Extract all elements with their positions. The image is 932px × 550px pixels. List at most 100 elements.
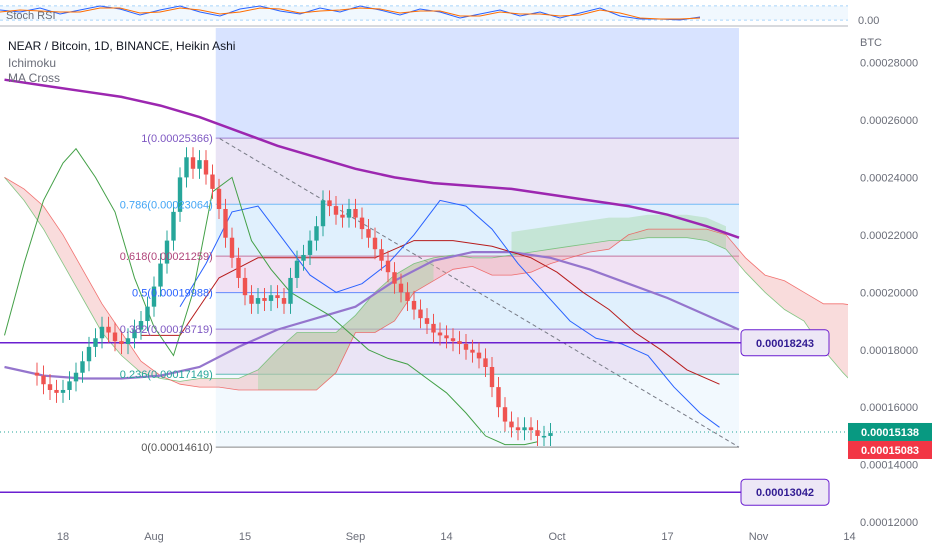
candle[interactable] bbox=[47, 374, 53, 401]
candle[interactable] bbox=[210, 164, 215, 199]
candle[interactable] bbox=[171, 201, 176, 251]
candle[interactable] bbox=[411, 290, 417, 320]
candle[interactable] bbox=[340, 204, 345, 228]
candle[interactable] bbox=[320, 190, 326, 237]
candle[interactable] bbox=[405, 282, 410, 311]
candle[interactable] bbox=[431, 313, 436, 343]
price-axis[interactable] bbox=[848, 26, 932, 550]
candle[interactable] bbox=[138, 310, 144, 340]
candle[interactable] bbox=[158, 253, 163, 297]
candle-body bbox=[249, 295, 254, 304]
candle[interactable] bbox=[398, 273, 404, 303]
candle[interactable] bbox=[41, 365, 46, 395]
ma-cross-label[interactable]: MA Cross bbox=[8, 71, 61, 85]
candle[interactable] bbox=[314, 216, 319, 251]
candle-body bbox=[327, 200, 332, 207]
candle[interactable] bbox=[73, 362, 79, 392]
candle[interactable] bbox=[125, 328, 131, 355]
candle[interactable] bbox=[60, 379, 66, 403]
candle[interactable] bbox=[502, 397, 508, 432]
price-tick-label: 0.00022000 bbox=[860, 230, 918, 242]
candle[interactable] bbox=[372, 227, 378, 260]
candle[interactable] bbox=[528, 417, 534, 441]
candle[interactable] bbox=[418, 299, 423, 329]
stoch-rsi-label[interactable]: Stoch RSI bbox=[6, 10, 56, 22]
candle[interactable] bbox=[515, 417, 521, 441]
candle[interactable] bbox=[346, 198, 352, 228]
candle[interactable] bbox=[190, 147, 196, 179]
candle[interactable] bbox=[489, 356, 495, 398]
candle[interactable] bbox=[86, 336, 92, 372]
candle[interactable] bbox=[229, 227, 235, 268]
level-tag-box bbox=[740, 329, 830, 357]
candle[interactable] bbox=[424, 308, 430, 334]
candle-body bbox=[489, 366, 495, 388]
candle[interactable] bbox=[437, 322, 443, 346]
candle[interactable] bbox=[80, 351, 85, 383]
candle-body bbox=[73, 372, 79, 382]
candle-body bbox=[145, 306, 150, 322]
candle[interactable] bbox=[366, 219, 371, 248]
time-axis[interactable] bbox=[0, 525, 848, 550]
level-tag-label: 0.00018243 bbox=[756, 338, 814, 350]
candle[interactable] bbox=[496, 377, 501, 418]
candle[interactable] bbox=[93, 328, 98, 357]
candle[interactable] bbox=[301, 244, 306, 271]
candle[interactable] bbox=[476, 342, 482, 369]
candle[interactable] bbox=[548, 423, 553, 446]
candle[interactable] bbox=[327, 190, 332, 217]
candle[interactable] bbox=[307, 230, 313, 266]
candle[interactable] bbox=[522, 417, 527, 441]
candle[interactable] bbox=[463, 333, 469, 360]
candle[interactable] bbox=[236, 247, 241, 288]
candle[interactable] bbox=[54, 379, 59, 403]
candle[interactable] bbox=[164, 230, 170, 274]
candle[interactable] bbox=[288, 267, 293, 314]
candle[interactable] bbox=[444, 325, 449, 349]
candle[interactable] bbox=[132, 319, 137, 349]
candle[interactable] bbox=[359, 207, 365, 240]
candle[interactable] bbox=[450, 328, 456, 352]
candle[interactable] bbox=[242, 267, 248, 306]
candle[interactable] bbox=[262, 287, 267, 311]
candle[interactable] bbox=[294, 250, 300, 288]
candle[interactable] bbox=[203, 150, 209, 185]
candle[interactable] bbox=[470, 339, 475, 363]
candle[interactable] bbox=[509, 411, 514, 438]
candle[interactable] bbox=[119, 331, 124, 355]
candle[interactable] bbox=[216, 178, 222, 220]
candle[interactable] bbox=[184, 147, 189, 188]
candle[interactable] bbox=[275, 285, 280, 309]
candle[interactable] bbox=[67, 371, 72, 401]
candle[interactable] bbox=[34, 362, 40, 386]
candle[interactable] bbox=[457, 331, 462, 355]
candle[interactable] bbox=[112, 322, 118, 352]
candle[interactable] bbox=[177, 167, 183, 222]
candle[interactable] bbox=[353, 198, 358, 228]
candle[interactable] bbox=[268, 285, 274, 311]
candle[interactable] bbox=[535, 420, 540, 446]
candle[interactable] bbox=[106, 316, 111, 343]
candle[interactable] bbox=[223, 198, 228, 248]
candle[interactable] bbox=[379, 239, 384, 271]
candle[interactable] bbox=[483, 348, 488, 378]
candle[interactable] bbox=[333, 196, 339, 225]
candle[interactable] bbox=[255, 287, 261, 314]
kijun-sen-line bbox=[141, 240, 720, 385]
candle[interactable] bbox=[281, 287, 287, 314]
candle-body bbox=[385, 260, 391, 273]
ichimoku-label[interactable]: Ichimoku bbox=[8, 56, 57, 70]
candle[interactable] bbox=[541, 425, 547, 446]
candle-body bbox=[340, 214, 345, 218]
candle[interactable] bbox=[385, 250, 391, 283]
level-tag[interactable]: 0.00013042 bbox=[740, 478, 830, 506]
candle[interactable] bbox=[249, 285, 254, 314]
candle[interactable] bbox=[99, 316, 105, 349]
candle[interactable] bbox=[197, 150, 202, 179]
level-tag[interactable]: 0.00018243 bbox=[740, 329, 830, 357]
candle-body bbox=[405, 292, 410, 301]
candle[interactable] bbox=[392, 262, 397, 294]
candle[interactable] bbox=[151, 276, 157, 317]
candle[interactable] bbox=[145, 296, 150, 332]
